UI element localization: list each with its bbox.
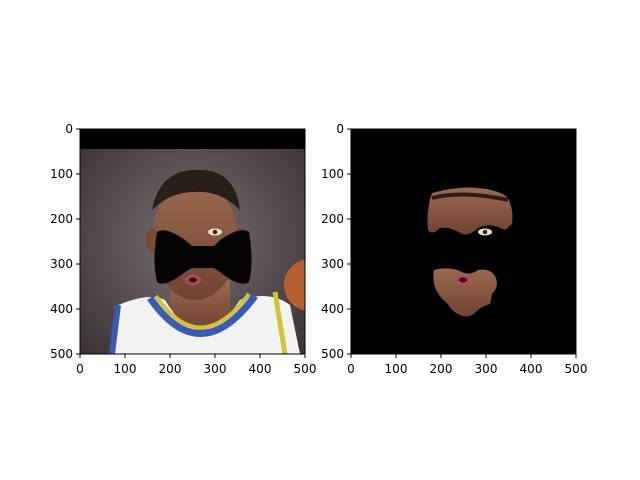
left-image	[80, 129, 305, 354]
right-x-tick-label: 0	[347, 362, 355, 376]
lower-face-segment	[433, 268, 497, 317]
right-x-tick-label: 200	[430, 362, 453, 376]
bowtie-mask	[154, 230, 252, 284]
right-x-tick-label: 300	[475, 362, 498, 376]
right-x-tick-label: 500	[565, 362, 588, 376]
jersey-arm-trim-left	[109, 304, 121, 354]
right-y-tick-label: 0	[336, 122, 344, 136]
right-image	[351, 129, 576, 354]
left-y-tick-label: 500	[50, 347, 73, 361]
mouth-segment-inner	[459, 277, 467, 283]
hair	[152, 169, 240, 210]
right-y-tick-label: 300	[321, 257, 344, 271]
right-y-tick-label: 400	[321, 302, 344, 316]
right-y-tick-label: 100	[321, 167, 344, 181]
right-x-tick-label: 400	[520, 362, 543, 376]
left-axes-frame	[79, 128, 306, 355]
left-x-tick-label: 200	[159, 362, 182, 376]
mouth-inner	[189, 277, 197, 283]
pupil	[212, 229, 218, 235]
upper-face-brow	[431, 192, 509, 202]
jersey-arm-trim-right	[272, 291, 288, 354]
right-axes-frame	[350, 128, 577, 355]
left-x-tick-label: 500	[294, 362, 317, 376]
black-background	[351, 129, 576, 354]
left-x-tick-label: 400	[249, 362, 272, 376]
eye-segment-pupil	[482, 229, 488, 235]
ear-left	[146, 228, 158, 252]
upper-face-segment	[427, 187, 513, 235]
left-y-tick-label: 300	[50, 257, 73, 271]
basketball	[284, 259, 305, 311]
right-y-tick-label: 500	[321, 347, 344, 361]
left-x-tick-label: 300	[204, 362, 227, 376]
right-y-tick-label: 200	[321, 212, 344, 226]
left-y-tick-label: 400	[50, 302, 73, 316]
jersey-collar-blue	[147, 293, 258, 337]
left-y-tick-label: 200	[50, 212, 73, 226]
left-y-tick-label: 100	[50, 167, 73, 181]
right-x-tick-label: 100	[385, 362, 408, 376]
left-x-tick-label: 0	[76, 362, 84, 376]
left-y-tick-label: 0	[65, 122, 73, 136]
left-x-tick-label: 100	[114, 362, 137, 376]
jersey-collar-yellow	[154, 292, 251, 330]
top-mask-band	[80, 129, 305, 149]
